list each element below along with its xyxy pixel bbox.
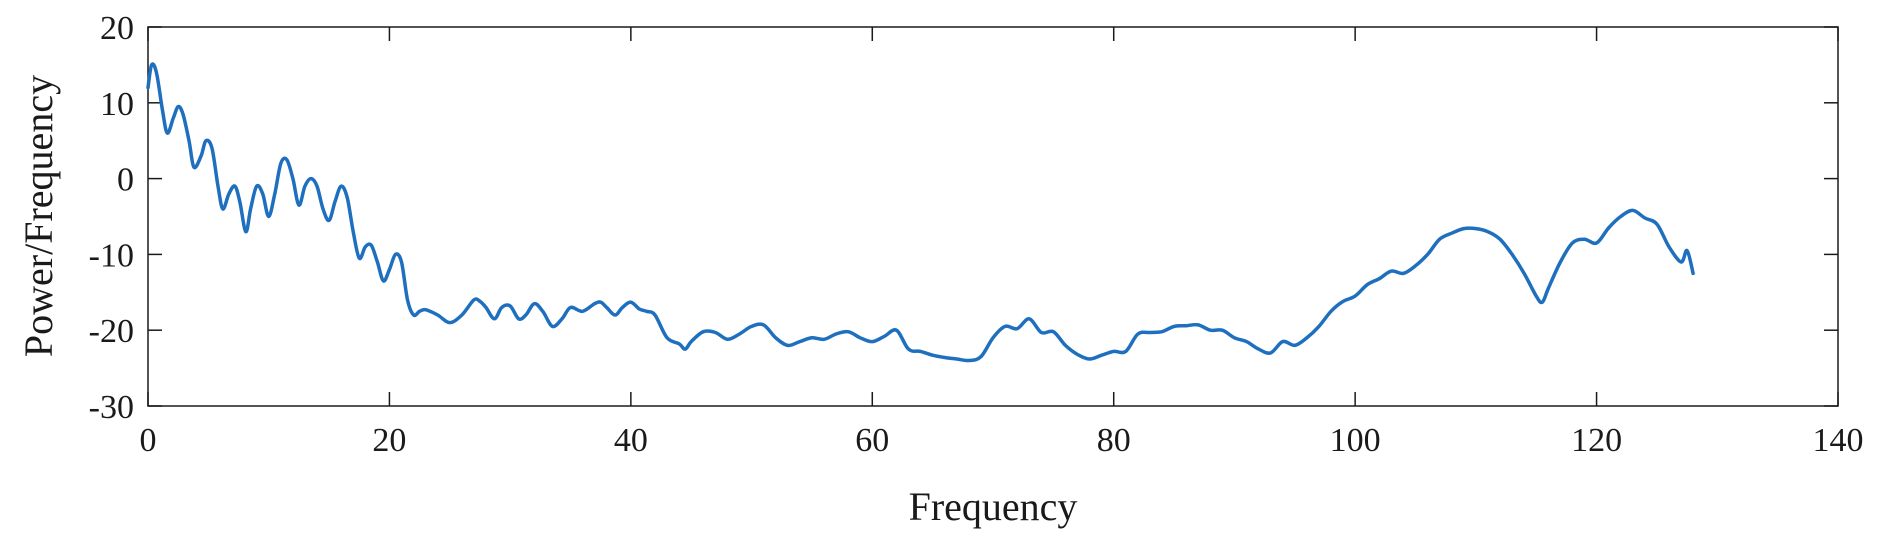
- plot-area: [147, 26, 1839, 407]
- x-tick-label: 80: [1097, 422, 1131, 459]
- x-tick-label: 120: [1571, 422, 1622, 459]
- y-tick-label: -20: [89, 313, 134, 350]
- y-axis: 20 10 0 -10 -20 -30: [89, 10, 1838, 426]
- y-tick-label: -30: [89, 389, 134, 426]
- x-tick-label: 40: [614, 422, 648, 459]
- x-axis-label: Frequency: [909, 484, 1078, 529]
- y-tick-label: 0: [117, 162, 134, 199]
- y-tick-label: 20: [100, 10, 134, 47]
- x-tick-label: 20: [372, 422, 406, 459]
- series-line: [146, 62, 1695, 363]
- y-axis-label: Power/Frequency: [16, 75, 61, 357]
- y-tick-label: -10: [89, 237, 134, 274]
- x-tick-label: 100: [1330, 422, 1381, 459]
- x-axis: 0 20 40 60 80 100 120 140: [140, 27, 1864, 459]
- x-tick-label: 140: [1813, 422, 1864, 459]
- x-tick-label: 0: [140, 422, 157, 459]
- y-tick-label: 10: [100, 86, 134, 123]
- x-tick-label: 60: [855, 422, 889, 459]
